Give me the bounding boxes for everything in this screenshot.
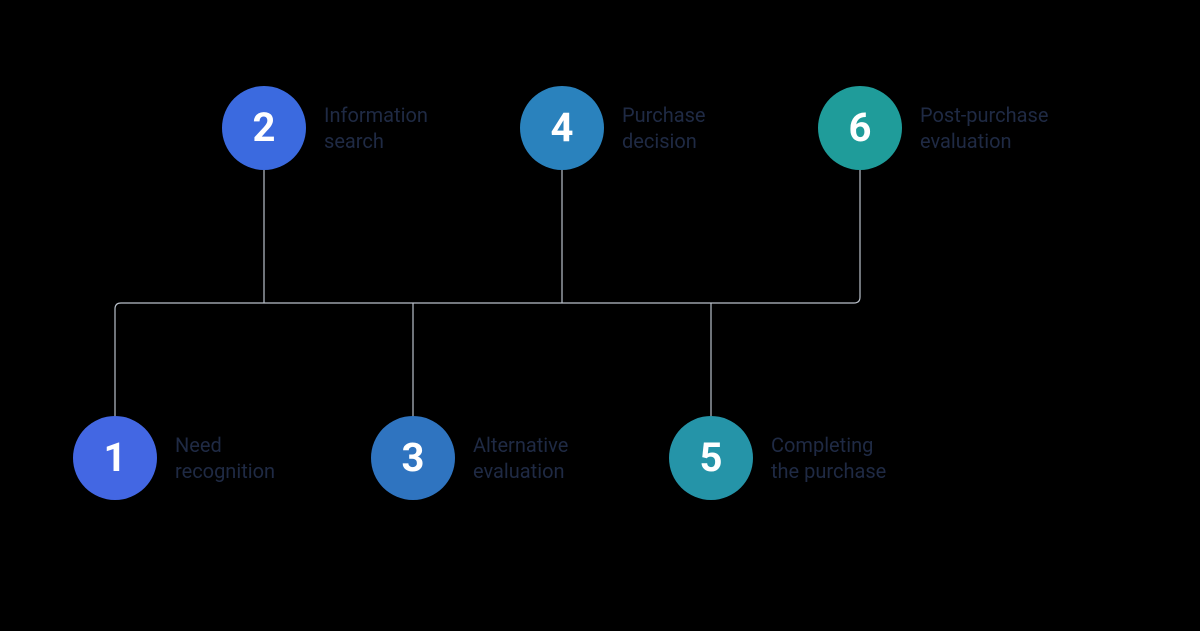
step-circle-1: 1 bbox=[73, 416, 157, 500]
diagram-stage: 1 Need recognition 2 Information search 3 Alt… bbox=[0, 0, 1200, 631]
step-node-1: 1 Need recognition bbox=[73, 416, 275, 500]
step-label: Post-purchase evaluation bbox=[920, 102, 1048, 154]
step-node-4: 4 Purchase decision bbox=[520, 86, 706, 170]
step-number: 1 bbox=[104, 438, 127, 478]
connector-spine bbox=[115, 170, 860, 416]
step-label: Need recognition bbox=[175, 432, 275, 484]
step-label: Alternative evaluation bbox=[473, 432, 568, 484]
step-node-2: 2 Information search bbox=[222, 86, 428, 170]
step-node-6: 6 Post-purchase evaluation bbox=[818, 86, 1048, 170]
step-circle-2: 2 bbox=[222, 86, 306, 170]
step-node-5: 5 Completing the purchase bbox=[669, 416, 886, 500]
step-number: 4 bbox=[551, 108, 574, 148]
step-label: Completing the purchase bbox=[771, 432, 886, 484]
step-label: Information search bbox=[324, 102, 428, 154]
step-number: 2 bbox=[253, 108, 276, 148]
step-circle-4: 4 bbox=[520, 86, 604, 170]
step-number: 6 bbox=[849, 108, 872, 148]
step-label: Purchase decision bbox=[622, 102, 706, 154]
step-circle-6: 6 bbox=[818, 86, 902, 170]
step-circle-3: 3 bbox=[371, 416, 455, 500]
step-number: 5 bbox=[700, 438, 723, 478]
step-circle-5: 5 bbox=[669, 416, 753, 500]
step-node-3: 3 Alternative evaluation bbox=[371, 416, 568, 500]
step-number: 3 bbox=[402, 438, 425, 478]
